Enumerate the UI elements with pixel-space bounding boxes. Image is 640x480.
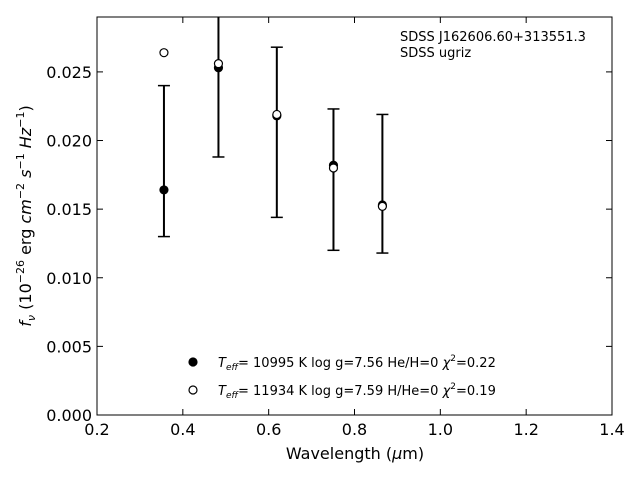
x-tick-label: 0.2 xyxy=(84,420,109,439)
legend-label: Teff= 11934 K log g=7.59 H/He=0 χ2=0.19 xyxy=(218,382,496,401)
y-tick-label: 0.005 xyxy=(46,337,92,356)
x-axis-title: Wavelength (μm) xyxy=(286,444,424,463)
x-tick-label: 0.8 xyxy=(342,420,367,439)
legend-label: Teff= 10995 K log g=7.56 He/H=0 χ2=0.22 xyxy=(218,354,496,373)
annotation-filters: SDSS ugriz xyxy=(400,46,471,61)
legend: Teff= 10995 K log g=7.56 He/H=0 χ2=0.22 T… xyxy=(188,354,496,401)
legend-marker xyxy=(188,385,198,395)
y-tick-label: 0.020 xyxy=(46,132,92,151)
error-bars xyxy=(157,17,389,254)
x-tick-label: 1.2 xyxy=(513,420,538,439)
plot-area xyxy=(96,16,613,416)
y-axis-title: fν (10−26 erg cm−2 s−1 Hz−1) xyxy=(14,105,38,326)
data-points xyxy=(159,48,387,211)
x-tick-label: 0.4 xyxy=(170,420,195,439)
legend-marker xyxy=(188,357,198,367)
data-point-open xyxy=(213,59,224,69)
x-tick-label: 1.4 xyxy=(599,420,624,439)
y-tick-label: 0.010 xyxy=(46,269,92,288)
x-tick-label: 1.0 xyxy=(428,420,453,439)
y-tick-label: 0.025 xyxy=(46,63,92,82)
data-point-open xyxy=(377,201,387,211)
y-tick-label: 0.000 xyxy=(46,406,92,425)
x-tick-label: 0.6 xyxy=(256,420,281,439)
data-point-filled xyxy=(159,185,169,195)
annotation-object-name: SDSS J162606.60+313551.3 xyxy=(400,30,586,45)
data-point-open xyxy=(328,163,339,173)
y-tick-label: 0.015 xyxy=(46,200,92,219)
axis-ticks: 0.2 0.4 0.6 0.8 1.0 1.2 1.4 0.000 0.005 0.010 0.01… xyxy=(46,17,625,439)
data-point-open xyxy=(159,48,169,58)
data-point-open xyxy=(272,109,282,120)
